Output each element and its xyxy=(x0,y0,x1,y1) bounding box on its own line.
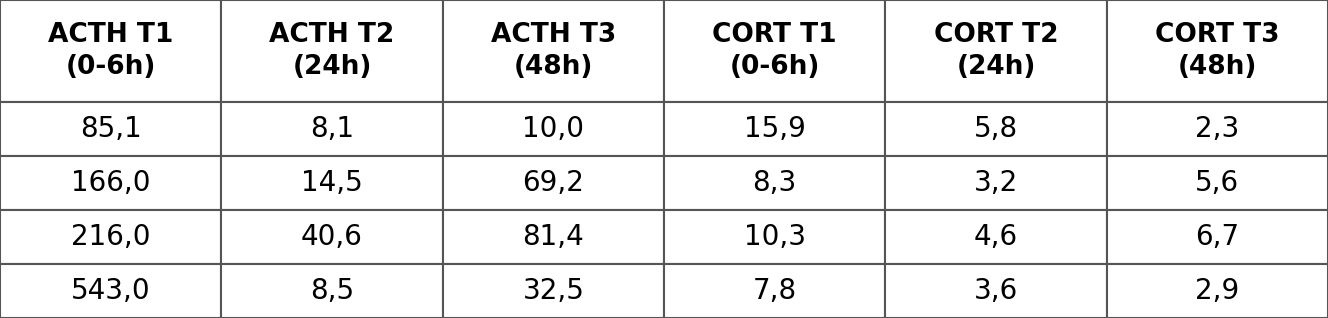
Bar xyxy=(1106,210,1328,264)
Text: 3,2: 3,2 xyxy=(973,169,1019,197)
Bar xyxy=(664,210,886,264)
Text: 69,2: 69,2 xyxy=(522,169,584,197)
Text: 8,1: 8,1 xyxy=(309,115,355,143)
Text: 4,6: 4,6 xyxy=(973,223,1019,251)
Bar xyxy=(886,102,1106,156)
Bar xyxy=(442,156,664,210)
Text: 14,5: 14,5 xyxy=(301,169,363,197)
Text: CORT T2
(24h): CORT T2 (24h) xyxy=(934,22,1058,80)
Text: 166,0: 166,0 xyxy=(70,169,150,197)
Text: 32,5: 32,5 xyxy=(522,277,584,305)
Text: CORT T1
(0-6h): CORT T1 (0-6h) xyxy=(712,22,837,80)
Bar xyxy=(886,210,1106,264)
Bar xyxy=(442,0,664,102)
Text: 7,8: 7,8 xyxy=(753,277,797,305)
Text: ACTH T2
(24h): ACTH T2 (24h) xyxy=(270,22,394,80)
Bar xyxy=(442,210,664,264)
Text: ACTH T3
(48h): ACTH T3 (48h) xyxy=(491,22,616,80)
Bar xyxy=(664,102,886,156)
Bar xyxy=(1106,0,1328,102)
Text: 5,8: 5,8 xyxy=(973,115,1019,143)
Text: 2,9: 2,9 xyxy=(1195,277,1239,305)
Text: 2,3: 2,3 xyxy=(1195,115,1239,143)
Text: 3,6: 3,6 xyxy=(973,277,1019,305)
Text: CORT T3
(48h): CORT T3 (48h) xyxy=(1155,22,1280,80)
Text: 10,3: 10,3 xyxy=(744,223,806,251)
Text: 8,3: 8,3 xyxy=(753,169,797,197)
Bar xyxy=(222,102,442,156)
Text: 6,7: 6,7 xyxy=(1195,223,1239,251)
Bar xyxy=(1106,102,1328,156)
Text: 15,9: 15,9 xyxy=(744,115,806,143)
Bar xyxy=(222,210,442,264)
Text: ACTH T1
(0-6h): ACTH T1 (0-6h) xyxy=(48,22,174,80)
Text: 81,4: 81,4 xyxy=(522,223,584,251)
Text: 8,5: 8,5 xyxy=(309,277,355,305)
Text: 5,6: 5,6 xyxy=(1195,169,1239,197)
Bar xyxy=(222,0,442,102)
Text: 85,1: 85,1 xyxy=(80,115,142,143)
Bar xyxy=(1106,264,1328,318)
Bar xyxy=(886,264,1106,318)
Bar xyxy=(664,264,886,318)
Bar xyxy=(222,156,442,210)
Bar xyxy=(442,102,664,156)
Text: 10,0: 10,0 xyxy=(522,115,584,143)
Bar xyxy=(664,156,886,210)
Bar xyxy=(442,264,664,318)
Bar xyxy=(664,0,886,102)
Bar xyxy=(886,156,1106,210)
Bar xyxy=(0,102,222,156)
Text: 40,6: 40,6 xyxy=(301,223,363,251)
Bar xyxy=(886,0,1106,102)
Bar xyxy=(0,156,222,210)
Text: 543,0: 543,0 xyxy=(70,277,150,305)
Bar xyxy=(1106,156,1328,210)
Text: 216,0: 216,0 xyxy=(70,223,150,251)
Bar xyxy=(222,264,442,318)
Bar xyxy=(0,0,222,102)
Bar xyxy=(0,264,222,318)
Bar xyxy=(0,210,222,264)
